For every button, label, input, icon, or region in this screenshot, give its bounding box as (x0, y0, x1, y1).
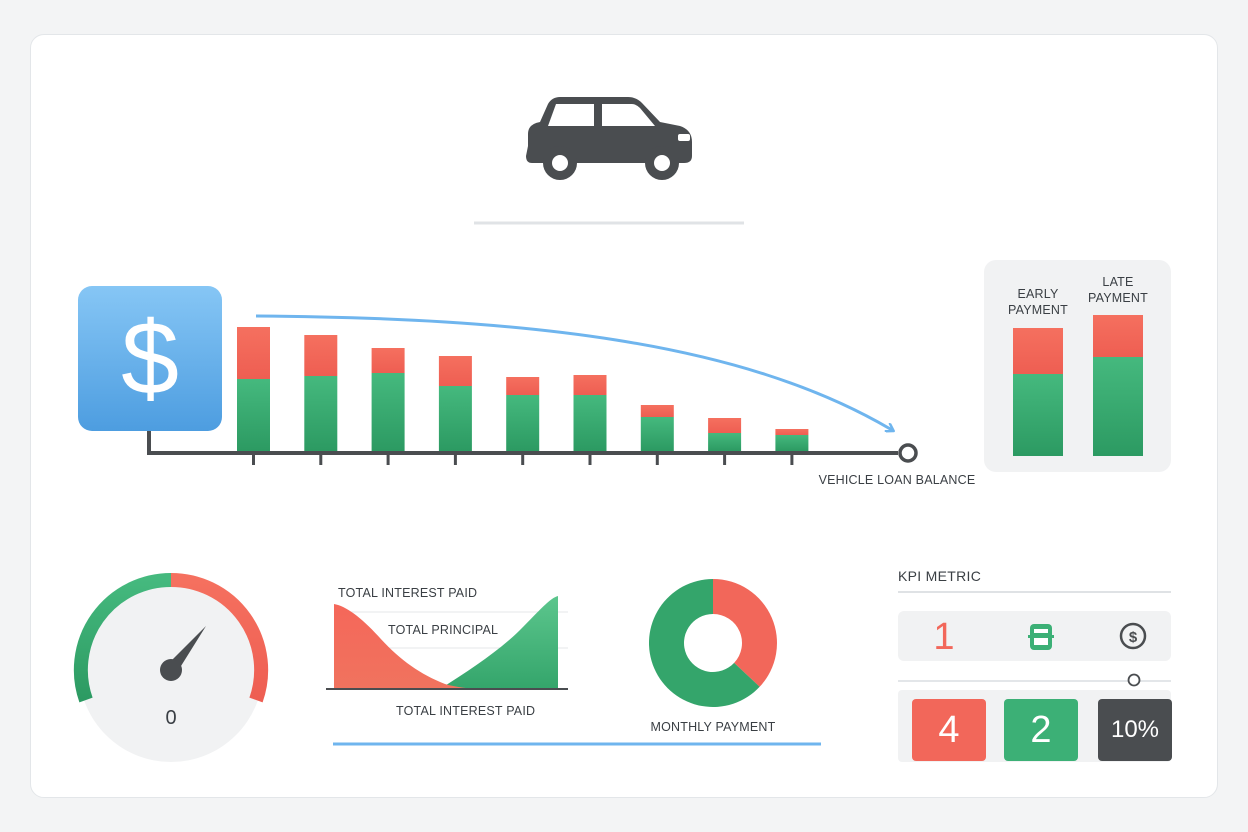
loan-bar-principal-2 (304, 376, 338, 451)
kpi-row-1-value: 1 (933, 616, 955, 658)
late-payment-label-line2: PAYMENT (1088, 291, 1148, 305)
gauge-arc-red (170, 572, 269, 703)
loan-bar-interest-5 (506, 377, 540, 395)
monthly-payment-label: MONTHLY PAYMENT (650, 720, 775, 734)
loan-bar-principal-4 (438, 386, 472, 451)
early-payment-label-line1: EARLY (1017, 287, 1059, 301)
gauge-value: 0 (165, 707, 177, 729)
loan-bar-interest-8 (708, 418, 742, 433)
dollar-circle-glyph: $ (1129, 629, 1138, 646)
early-payment-bar-principal (1013, 374, 1063, 456)
gauge (73, 572, 269, 762)
early-payment-bar-interest (1013, 328, 1063, 374)
late-payment-label-line1: LATE (1102, 275, 1133, 289)
loan-bar-interest-9 (775, 429, 809, 435)
kpi-tile-dark[interactable]: 10% (1098, 699, 1172, 761)
interest-area (334, 604, 482, 689)
principal-area (440, 596, 558, 689)
printer-icon (1028, 624, 1054, 650)
loan-bar-principal-6 (573, 395, 607, 451)
total-interest-paid-bottom-label: TOTAL INTEREST PAID (396, 704, 535, 718)
loan-bar-interest-2 (304, 335, 338, 376)
kpi-tile-green[interactable]: 2 (1004, 699, 1078, 761)
kpi-tile-red[interactable]: 4 (912, 699, 986, 761)
loan-bar-principal-1 (237, 379, 270, 451)
late-payment-bar-interest (1093, 315, 1143, 357)
late-payment-bar-principal (1093, 357, 1143, 456)
loan-balance-bars (237, 327, 809, 451)
vehicle-loan-balance-label: VEHICLE LOAN BALANCE (819, 473, 976, 487)
loan-bar-principal-9 (775, 435, 809, 451)
loan-bar-principal-3 (371, 373, 405, 451)
kpi-slider-handle[interactable] (1127, 673, 1141, 687)
total-interest-paid-top-label: TOTAL INTEREST PAID (338, 586, 477, 600)
loan-bar-interest-4 (438, 356, 472, 386)
interest-principal-area: TOTAL INTEREST PAID TOTAL PRINCIPAL TOTA… (326, 586, 568, 718)
total-principal-label: TOTAL PRINCIPAL (388, 623, 498, 637)
early-late-comparison (1013, 315, 1143, 456)
balance-trend-arrow (255, 314, 892, 430)
donut-slice-red (713, 579, 777, 687)
gauge-hub (160, 659, 182, 681)
monthly-payment-donut (648, 579, 777, 707)
loan-bar-interest-3 (371, 348, 405, 373)
early-payment-label-line2: PAYMENT (1008, 303, 1068, 317)
loan-bar-principal-8 (708, 433, 742, 451)
dollar-icon: $ (121, 301, 179, 417)
loan-bar-principal-5 (506, 395, 540, 451)
loan-bar-principal-7 (640, 417, 674, 451)
car-icon (526, 97, 692, 180)
donut-slice-green (648, 579, 760, 707)
gauge-arc-green (73, 572, 172, 703)
loan-bar-interest-1 (237, 327, 270, 379)
kpi-title: KPI METRIC (898, 568, 981, 584)
loan-bar-interest-6 (573, 375, 607, 395)
loan-axis-end-node (898, 443, 918, 463)
loan-bar-interest-7 (640, 405, 674, 417)
dollar-circle-icon: $ (1119, 622, 1147, 650)
loan-axis-ticks (252, 453, 794, 465)
dollar-tile (78, 286, 222, 431)
